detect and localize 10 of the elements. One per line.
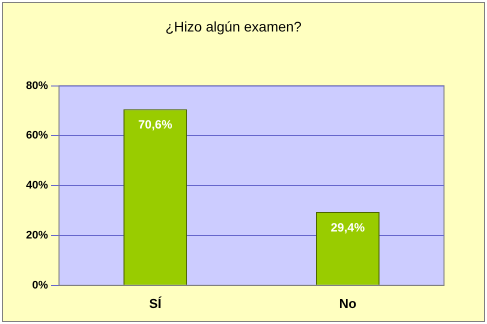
data-label: 29,4%	[330, 220, 366, 234]
x-tick-label: No	[339, 296, 356, 311]
x-tick-label: SÍ	[149, 296, 162, 311]
y-tick-label: 40%	[26, 180, 48, 192]
y-tick-label: 20%	[26, 230, 48, 242]
y-tick-label: 80%	[26, 80, 48, 92]
chart-title: ¿Hizo algún examen?	[165, 18, 302, 34]
y-tick-label: 60%	[26, 130, 48, 142]
y-tick-label: 0%	[32, 279, 48, 292]
data-label: 70,6%	[138, 118, 173, 132]
